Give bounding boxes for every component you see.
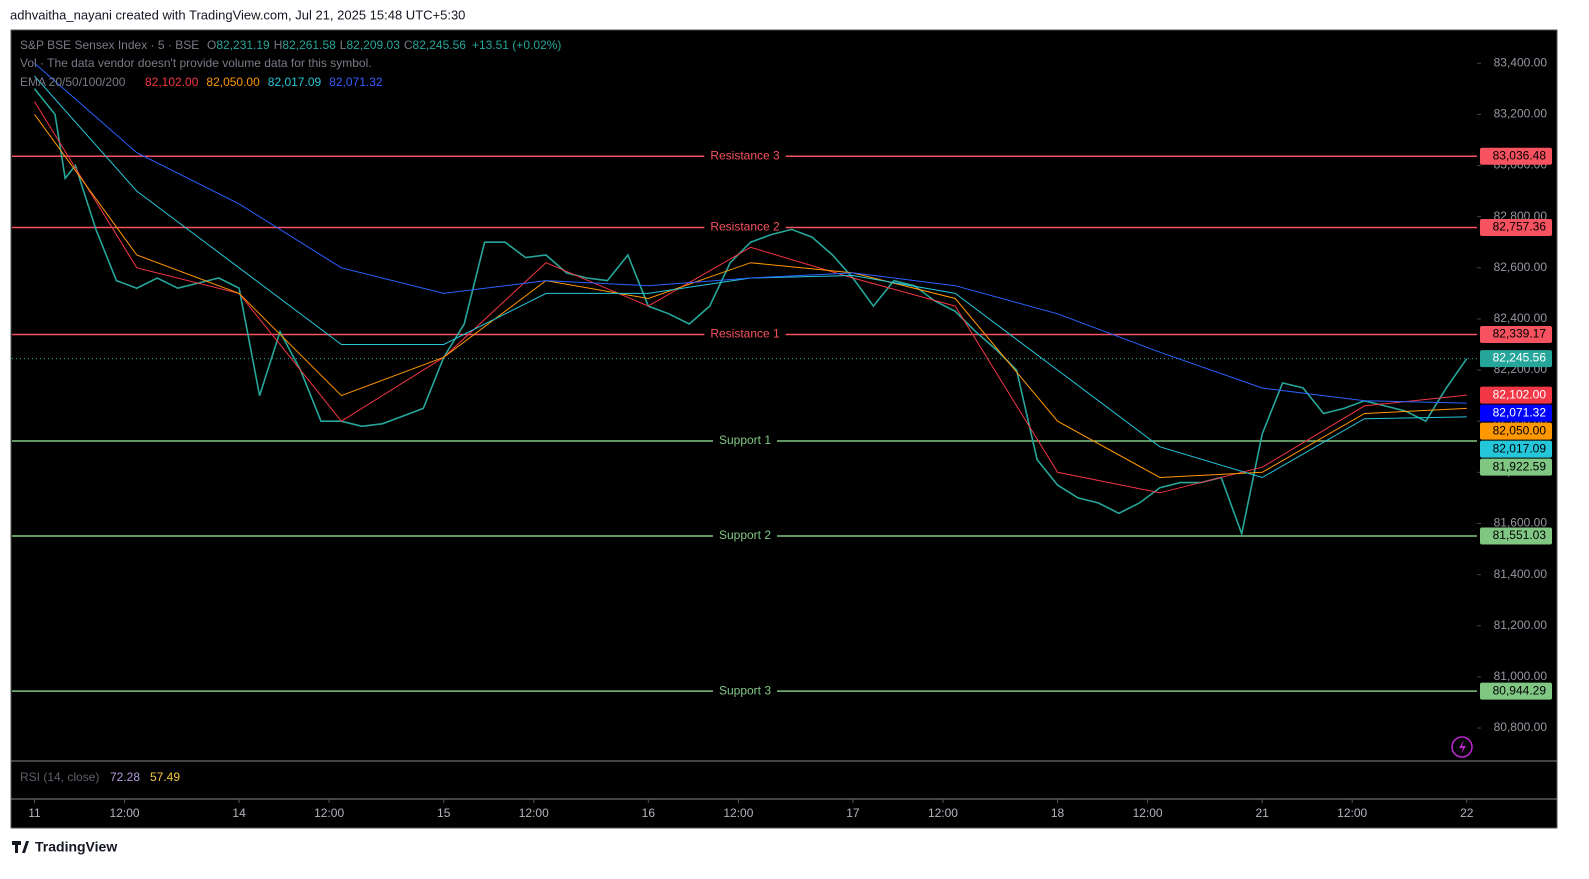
y-tick-label: 80,800.00 xyxy=(1494,720,1548,734)
level-label: Support 3 xyxy=(719,683,771,697)
ema-line xyxy=(34,114,1467,479)
ema-line xyxy=(34,62,1467,404)
x-tick-label: 12:00 xyxy=(314,806,344,820)
price-badge xyxy=(1480,386,1552,404)
x-tick-label: 12:00 xyxy=(723,806,753,820)
x-tick-label: 12:00 xyxy=(110,806,140,820)
price-badge xyxy=(1480,440,1552,458)
level-label-bg xyxy=(704,219,786,236)
alert-bolt xyxy=(1459,740,1466,754)
level-label-bg xyxy=(704,148,786,165)
symbol: S&P BSE Sensex Index · 5 · BSE xyxy=(20,38,199,52)
x-tick-label: 12:00 xyxy=(519,806,549,820)
price-badge-label: 82,071.32 xyxy=(1493,405,1547,419)
ohlc-key: C xyxy=(404,38,413,52)
logo xyxy=(12,841,29,853)
ema-line xyxy=(34,101,1467,494)
logo-mark xyxy=(12,841,29,853)
level-label-bg xyxy=(712,528,778,545)
change: +13.51 (+0.02%) xyxy=(472,38,561,52)
footer: TradingView xyxy=(35,839,117,855)
plot: 83,400.0083,200.0083,000.0082,800.0082,6… xyxy=(12,55,1552,820)
level-label: Support 2 xyxy=(719,528,771,542)
level-label-bg xyxy=(704,326,786,343)
ohlc-value: 82,231.19 xyxy=(216,38,270,52)
legend: S&P BSE Sensex Index · 5 · BSE Vol · The… xyxy=(20,38,372,784)
ema-value: 82,050.00 xyxy=(206,75,260,89)
x-tick-label: 11 xyxy=(28,806,41,820)
x-tick-label: 12:00 xyxy=(1133,806,1163,820)
x-tick-label: 18 xyxy=(1051,806,1065,820)
x-tick-label: 17 xyxy=(846,806,860,820)
price-badge-label: 82,017.09 xyxy=(1493,441,1547,455)
ohlc: O82,231.19 H82,261.58 L82,209.03 C82,245.56… xyxy=(207,38,561,52)
ohlc-value: 82,245.56 xyxy=(413,38,467,52)
x-tick-label: 22 xyxy=(1460,806,1474,820)
ohlc-key: L xyxy=(340,38,347,52)
level-label: Resistance 1 xyxy=(710,327,780,341)
ohlc-key: H xyxy=(274,38,283,52)
price-badge xyxy=(1480,527,1552,545)
price-badge-label: 82,339.17 xyxy=(1493,327,1547,341)
price-badge-label: 81,922.59 xyxy=(1493,459,1547,473)
y-tick-label: 81,400.00 xyxy=(1494,567,1548,581)
price-badge-label: 82,245.56 xyxy=(1493,351,1547,365)
price-badge xyxy=(1480,325,1552,343)
y-tick-label: 83,200.00 xyxy=(1494,107,1548,121)
y-tick-label: 83,400.00 xyxy=(1494,55,1548,69)
level-label: Resistance 3 xyxy=(710,148,780,162)
price-badge-label: 81,551.03 xyxy=(1493,528,1547,542)
alert-icon[interactable] xyxy=(1451,736,1473,758)
header: adhvaitha_nayani created with TradingVie… xyxy=(10,7,465,22)
x-tick-label: 14 xyxy=(232,806,246,820)
rsi-value: 72.28 xyxy=(110,770,140,784)
ema-title: EMA 20/50/100/200 xyxy=(20,75,126,89)
level-label: Resistance 2 xyxy=(710,220,780,234)
price-badge xyxy=(1480,350,1552,368)
price-line xyxy=(33,88,1468,537)
ohlc-value: 82,209.03 xyxy=(346,38,400,52)
x-tick-label: 21 xyxy=(1255,806,1269,820)
price-badge xyxy=(1480,422,1552,440)
x-tick-label: 16 xyxy=(642,806,656,820)
ohlc-value: 82,261.58 xyxy=(282,38,336,52)
price-badge-label: 82,050.00 xyxy=(1493,423,1547,437)
price-badge-label: 82,757.36 xyxy=(1493,220,1547,234)
price-badge xyxy=(1480,458,1552,476)
price-badge-label: 82,102.00 xyxy=(1493,387,1547,401)
rsi-title: RSI (14, close) xyxy=(20,770,99,784)
price-badge xyxy=(1480,682,1552,700)
volume-note: Vol · The data vendor doesn't provide vo… xyxy=(20,56,372,70)
level-label: Support 1 xyxy=(719,433,771,447)
x-tick-label: 15 xyxy=(437,806,451,820)
ema-value: 82,102.00 xyxy=(145,75,199,89)
price-badge-label: 83,036.48 xyxy=(1493,148,1547,162)
price-badge xyxy=(1480,404,1552,422)
y-tick-label: 82,600.00 xyxy=(1494,260,1548,274)
price-badge xyxy=(1480,147,1552,165)
ema-value: 82,017.09 xyxy=(268,75,322,89)
price-badge-label: 80,944.29 xyxy=(1493,683,1547,697)
y-tick-label: 82,400.00 xyxy=(1494,311,1548,325)
ohlc-key: O xyxy=(207,38,216,52)
x-tick-label: 12:00 xyxy=(1337,806,1367,820)
y-tick-label: 81,000.00 xyxy=(1494,669,1548,683)
ema-value: 82,071.32 xyxy=(329,75,383,89)
price-badge xyxy=(1480,219,1552,237)
y-tick-label: 81,200.00 xyxy=(1494,618,1548,632)
x-tick-label: 12:00 xyxy=(928,806,958,820)
y-tick-label: 81,600.00 xyxy=(1494,516,1548,530)
level-label-bg xyxy=(712,433,778,450)
rsi-value: 57.49 xyxy=(150,770,180,784)
level-label-bg xyxy=(712,683,778,700)
